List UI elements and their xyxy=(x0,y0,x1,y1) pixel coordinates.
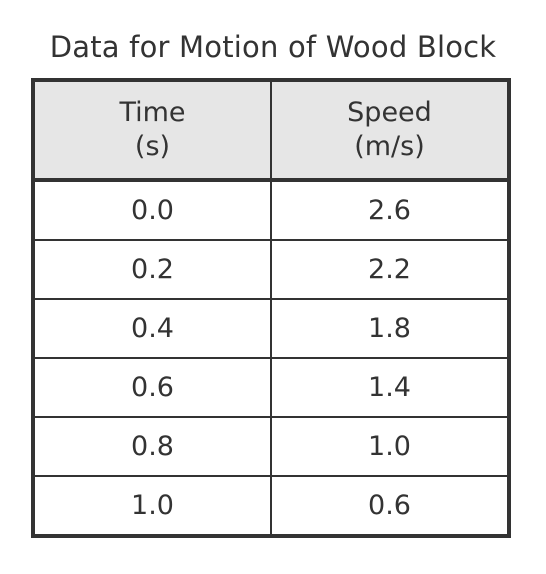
speed-cell: 1.8 xyxy=(270,298,510,359)
time-column-unit: (s) xyxy=(134,131,171,162)
speed-cell: 2.2 xyxy=(270,239,510,300)
time-column-header: Time (s) xyxy=(32,79,272,182)
time-cell: 1.0 xyxy=(32,475,272,537)
speed-column-name: Speed xyxy=(347,97,432,128)
table-row: 0.2 2.2 xyxy=(32,239,510,300)
speed-cell: 1.0 xyxy=(270,416,510,477)
motion-data-table: Time (s) Speed (m/s) 0.0 2.6 0.2 2.2 0.4… xyxy=(31,78,511,538)
table-row: 0.8 1.0 xyxy=(32,416,510,477)
time-cell: 0.0 xyxy=(32,179,272,241)
time-column-name: Time xyxy=(119,97,186,128)
table-row: 0.0 2.6 xyxy=(32,179,510,241)
time-cell: 0.6 xyxy=(32,357,272,418)
speed-cell: 1.4 xyxy=(270,357,510,418)
time-cell: 0.4 xyxy=(32,298,272,359)
table-row: 1.0 0.6 xyxy=(32,475,510,537)
time-cell: 0.8 xyxy=(32,416,272,477)
time-cell: 0.2 xyxy=(32,239,272,300)
table-title: Data for Motion of Wood Block xyxy=(49,30,497,64)
speed-cell: 0.6 xyxy=(270,475,510,537)
table-row: 0.4 1.8 xyxy=(32,298,510,359)
speed-column-unit: (m/s) xyxy=(354,131,425,162)
speed-cell: 2.6 xyxy=(270,179,510,241)
table-row: 0.6 1.4 xyxy=(32,357,510,418)
table-header-row: Time (s) Speed (m/s) xyxy=(32,79,510,182)
speed-column-header: Speed (m/s) xyxy=(270,79,510,182)
